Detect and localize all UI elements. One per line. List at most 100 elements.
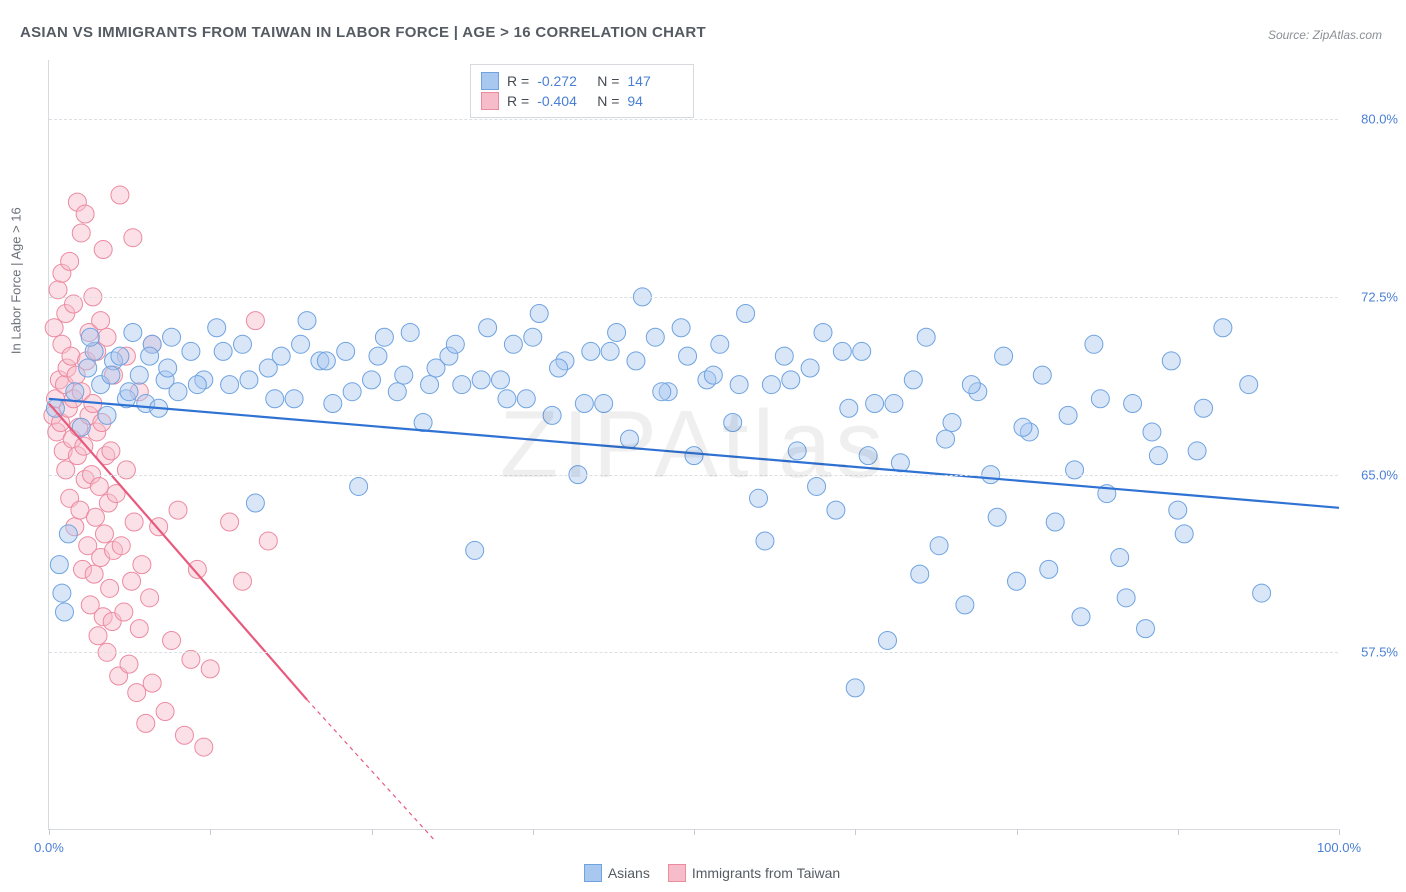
scatter-point [1111,549,1129,567]
scatter-point [814,323,832,341]
scatter-point [125,513,143,531]
scatter-point [55,603,73,621]
trend-line-dashed [307,700,436,842]
legend-swatch [481,72,499,90]
scatter-point [517,390,535,408]
legend-n-label: N = [597,93,619,109]
scatter-point [128,684,146,702]
legend-swatch [584,864,602,882]
scatter-point [50,556,68,574]
scatter-point [234,572,252,590]
scatter-point [1072,608,1090,626]
scatter-point [885,395,903,413]
chart-title: ASIAN VS IMMIGRANTS FROM TAIWAN IN LABOR… [20,24,706,41]
scatter-point [66,383,84,401]
scatter-point [317,352,335,370]
scatter-point [756,532,774,550]
scatter-point [120,383,138,401]
scatter-point [214,342,232,360]
x-tick [694,829,695,835]
scatter-point [401,323,419,341]
x-tick [372,829,373,835]
grid-line [49,475,1338,476]
scatter-point [1046,513,1064,531]
scatter-point [1149,447,1167,465]
scatter-point [840,399,858,417]
scatter-point [72,224,90,242]
scatter-point [59,525,77,543]
scatter-point [175,726,193,744]
scatter-point [117,461,135,479]
scatter-point [833,342,851,360]
scatter-point [234,335,252,353]
scatter-point [101,579,119,597]
scatter-point [704,366,722,384]
scatter-point [337,342,355,360]
scatter-point [163,631,181,649]
x-tick [533,829,534,835]
scatter-point [298,312,316,330]
scatter-point [246,312,264,330]
scatter-point [123,572,141,590]
scatter-point [930,537,948,555]
scatter-point [962,376,980,394]
scatter-point [904,371,922,389]
grid-line [49,297,1338,298]
scatter-point [188,560,206,578]
scatter-point [86,508,104,526]
scatter-point [472,371,490,389]
source-label: Source: ZipAtlas.com [1268,28,1382,42]
legend-stats-box: R = -0.272 N = 147 R = -0.404 N = 94 [470,64,694,118]
scatter-point [363,371,381,389]
scatter-point [95,525,113,543]
scatter-point [124,229,142,247]
scatter-point [653,383,671,401]
scatter-point [163,328,181,346]
scatter-point [782,371,800,389]
scatter-point [1033,366,1051,384]
scatter-point [102,366,120,384]
scatter-point [866,395,884,413]
x-tick-label: 0.0% [34,840,64,855]
scatter-point [85,565,103,583]
scatter-point [737,305,755,323]
scatter-point [543,406,561,424]
scatter-point [120,655,138,673]
y-axis-label: In Labor Force | Age > 16 [9,207,24,354]
legend-stat-row: R = -0.272 N = 147 [481,71,679,91]
legend-r-label: R = [507,73,529,89]
plot-area: ZIPAtlas 57.5%65.0%72.5%80.0%0.0%100.0% [48,60,1338,830]
scatter-point [1169,501,1187,519]
scatter-point [853,342,871,360]
scatter-point [530,305,548,323]
scatter-point [672,319,690,337]
scatter-point [646,328,664,346]
scatter-point [46,399,64,417]
scatter-point [1059,406,1077,424]
scatter-point [141,347,159,365]
scatter-point [150,518,168,536]
scatter-point [124,323,142,341]
scatter-point [343,383,361,401]
scatter-point [750,489,768,507]
scatter-point [221,513,239,531]
scatter-point [324,395,342,413]
scatter-point [259,532,277,550]
scatter-point [846,679,864,697]
scatter-point [1085,335,1103,353]
legend-r-value: -0.404 [537,93,589,109]
legend-bottom: AsiansImmigrants from Taiwan [0,864,1406,882]
scatter-point [395,366,413,384]
scatter-point [102,442,120,460]
scatter-point [421,376,439,394]
scatter-point [75,437,93,455]
scatter-point [679,347,697,365]
scatter-point [92,312,110,330]
scatter-point [285,390,303,408]
scatter-point [943,413,961,431]
x-tick [49,829,50,835]
scatter-point [995,347,1013,365]
scatter-point [859,447,877,465]
y-tick-label: 65.0% [1361,467,1398,482]
legend-r-label: R = [507,93,529,109]
